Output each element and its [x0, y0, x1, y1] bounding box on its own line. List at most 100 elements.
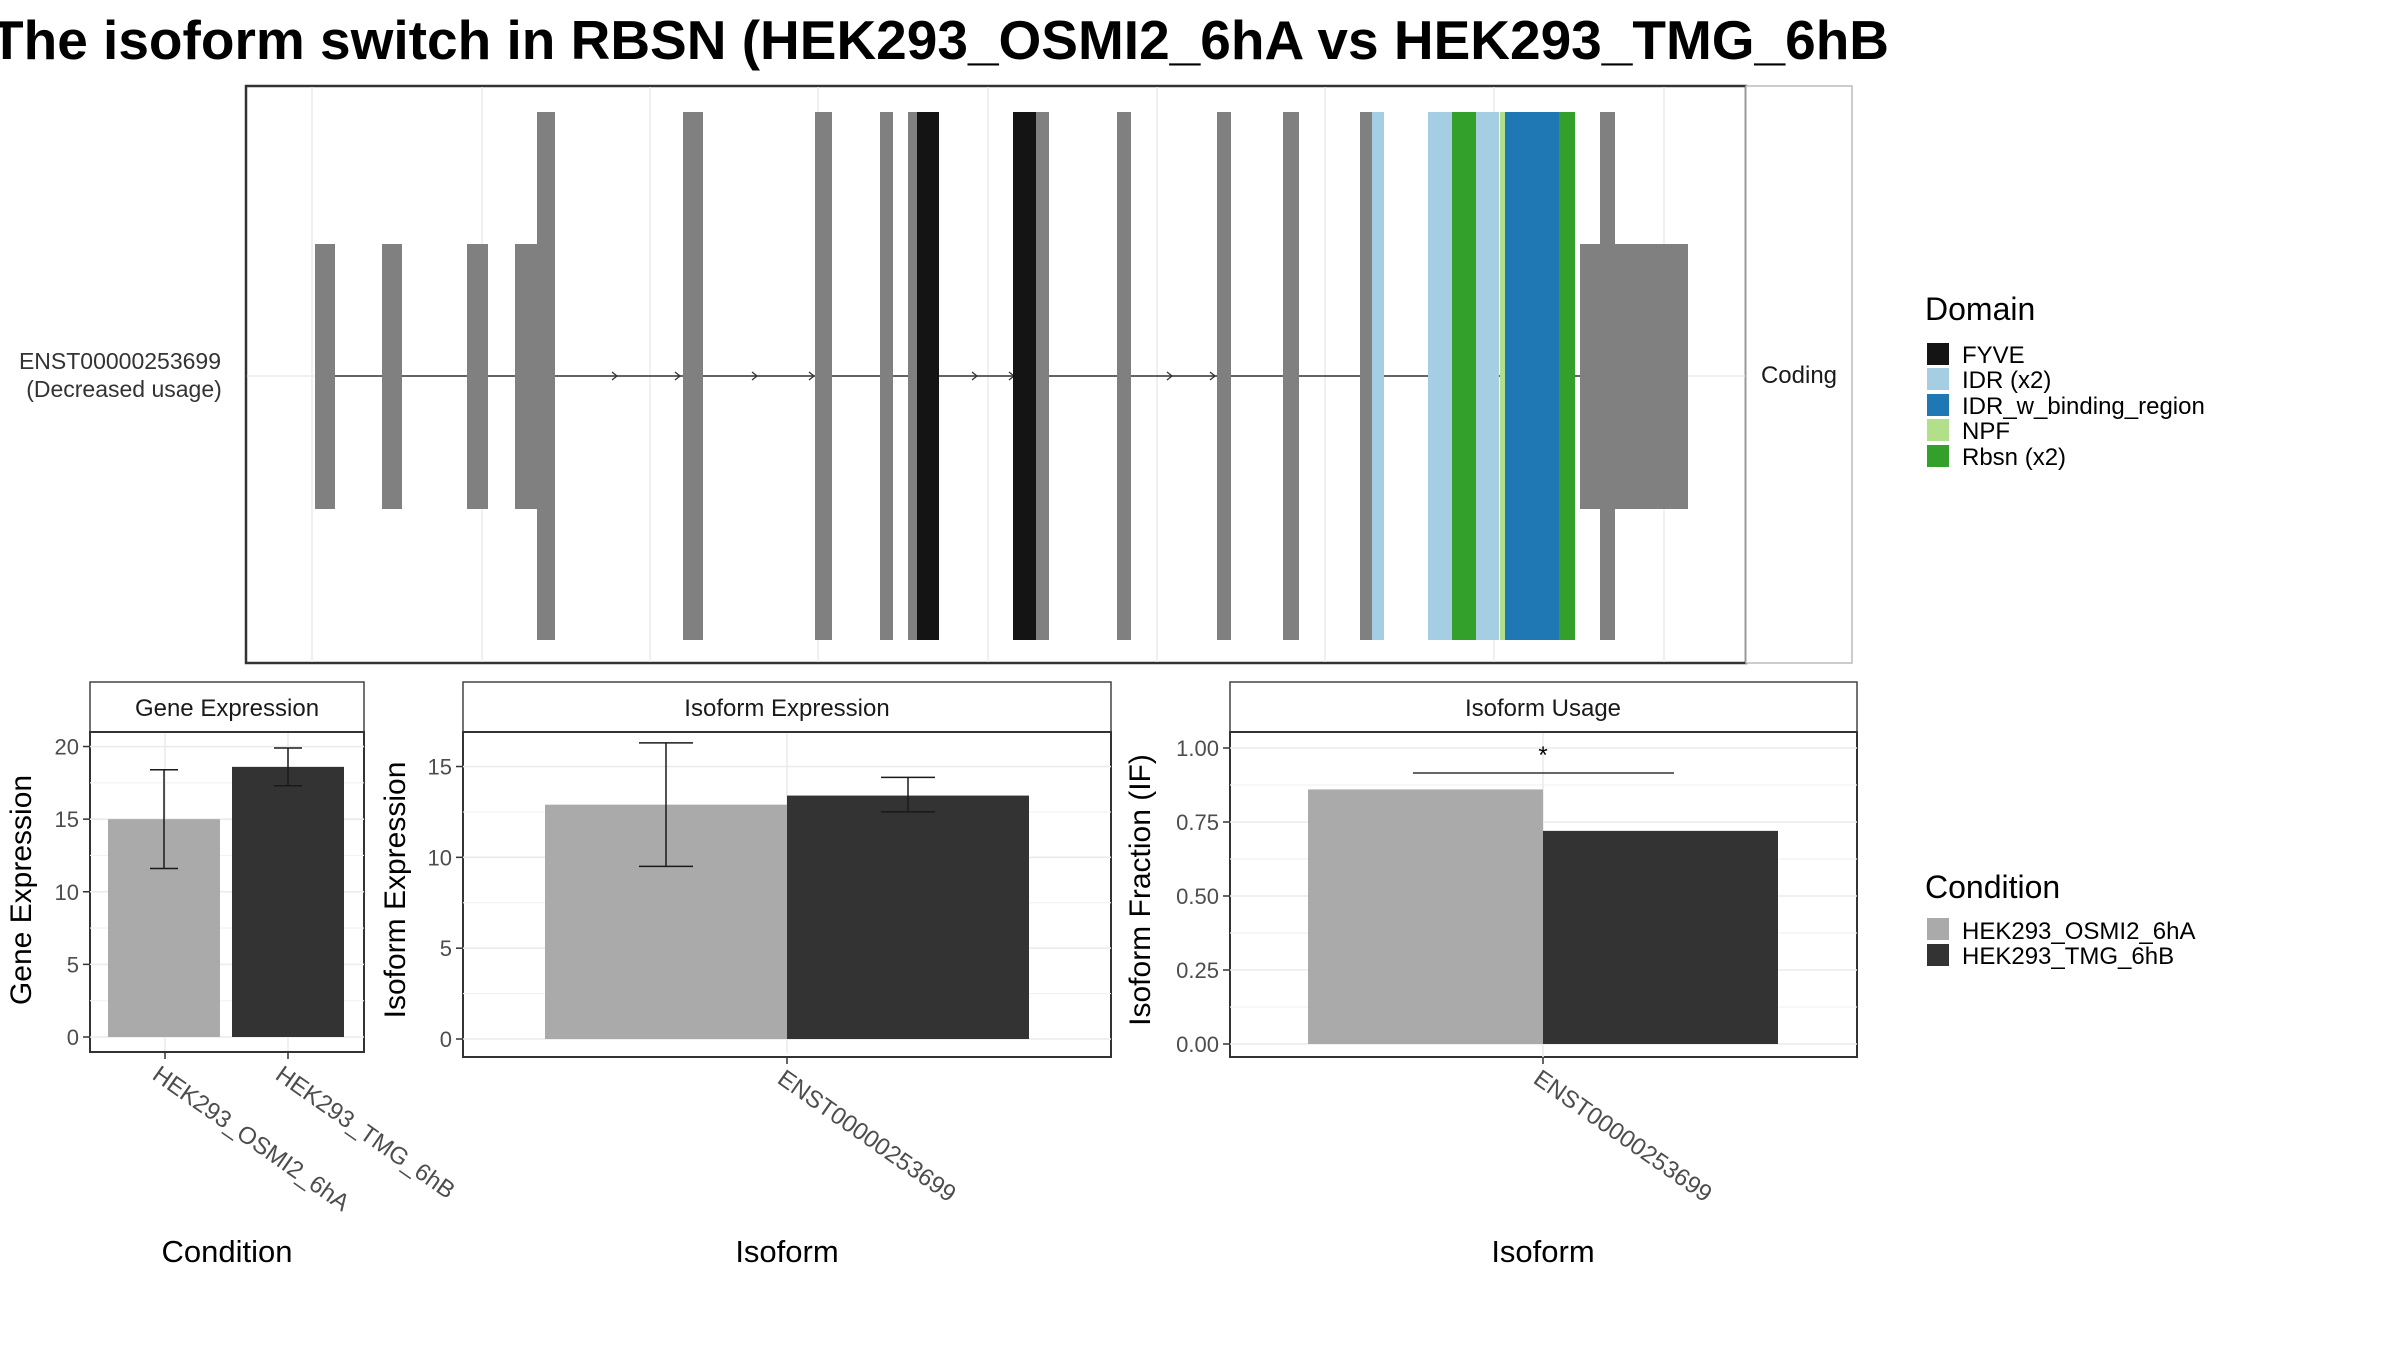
- y-tick-label: 10: [428, 845, 452, 870]
- intron-arrow: [1209, 371, 1217, 381]
- legend-key-fyve: [1927, 343, 1949, 365]
- x-tick-label: HEK293_OSMI2_6hA: [148, 1061, 355, 1217]
- coding-exon: [1036, 112, 1049, 640]
- x-tick-label: ENST00000253699: [773, 1065, 961, 1208]
- gene-expression-strip: [89, 681, 365, 733]
- y-tick-label: 5: [440, 936, 452, 961]
- condition-legend-title: Condition: [1925, 869, 2060, 905]
- isoform-expression-panel: Isoform Expression 0 5 10 15 ENST0000025369…: [379, 681, 1112, 1269]
- isoform-sublabel: (Decreased usage): [26, 376, 222, 402]
- y-tick-label: 0: [67, 1025, 79, 1050]
- condition-key-a: [1927, 918, 1949, 940]
- y-tick-label: 0: [440, 1027, 452, 1052]
- isoform-usage-strip: [1229, 681, 1858, 733]
- legend-label-idr-w-binding-region: IDR_w_binding_region: [1962, 393, 2205, 420]
- chart-title: The isoform switch in RBSN (HEK293_OSMI2…: [0, 9, 1890, 71]
- domain-idr: [1372, 112, 1384, 640]
- y-tick-label: 10: [55, 880, 79, 905]
- y-tick-label: 15: [55, 807, 79, 832]
- gene-expression-x-label: Condition: [162, 1234, 293, 1269]
- intron-arrow: [751, 371, 759, 381]
- coding-exon: [880, 112, 893, 640]
- coding-exon: [1217, 112, 1231, 640]
- y-tick-label: 20: [55, 735, 79, 760]
- utr-exon: [382, 244, 402, 509]
- utr-exon: [467, 244, 488, 509]
- intron-arrow: [808, 371, 816, 381]
- coding-strip: [1745, 85, 1853, 664]
- coding-exon: [1283, 112, 1299, 640]
- condition-key-b: [1927, 944, 1949, 966]
- utr-exon: [515, 244, 537, 509]
- bar-hek293-tmg-6hb: [232, 766, 344, 1037]
- coding-exon: [537, 112, 555, 640]
- coding-exon: [815, 112, 832, 640]
- coding-strip-label: Coding: [1761, 362, 1837, 389]
- transcript-structure: [315, 112, 1688, 640]
- domain-idr: [1428, 112, 1452, 640]
- intron-arrow: [611, 371, 619, 381]
- gene-expression-y-label: Gene Expression: [5, 775, 38, 1005]
- intron-arrow: [674, 371, 682, 381]
- intron-arrow: [971, 371, 979, 381]
- transcript-panel: ENST00000253699 (Decreased usage) Coding: [19, 84, 1853, 665]
- domain-rbsn: [1559, 112, 1575, 640]
- isoform-expression-y-ticks: 0 5 10 15: [428, 755, 463, 1052]
- domain-legend: Domain FYVE IDR (x2) IDR_w_binding_regio…: [1925, 291, 2205, 471]
- coding-exon: [1117, 112, 1131, 640]
- isoform-usage-bars: [1308, 772, 1778, 1044]
- legend-label-rbsn: Rbsn (x2): [1962, 444, 2066, 471]
- utr-exon: [315, 244, 335, 509]
- gene-expression-strip-label: Gene Expression: [135, 695, 319, 722]
- legend-key-npf: [1927, 419, 1949, 441]
- isoform-expression-x-label: Isoform: [735, 1234, 838, 1269]
- domain-rbsn: [1452, 112, 1476, 640]
- isoform-expression-x-ticks: ENST00000253699: [773, 1057, 961, 1208]
- coding-exon: [1600, 112, 1615, 640]
- y-tick-label: 5: [67, 952, 79, 977]
- significance-marker: *: [1538, 742, 1547, 769]
- coding-exon: [1360, 112, 1372, 640]
- legend-label-idr: IDR (x2): [1962, 367, 2051, 394]
- domain-idr: [1476, 112, 1499, 640]
- coding-exon: [683, 112, 703, 640]
- gene-expression-y-ticks: 0 5 10 15 20: [55, 735, 90, 1050]
- condition-label-b: HEK293_TMG_6hB: [1962, 943, 2174, 970]
- legend-key-rbsn: [1927, 445, 1949, 467]
- isoform-label: ENST00000253699: [19, 348, 221, 374]
- domain-npf: [1500, 112, 1505, 640]
- y-tick-label: 0.00: [1176, 1032, 1219, 1057]
- gene-expression-bars: [108, 747, 344, 1037]
- bar-hek293-tmg-6hb: [1543, 830, 1778, 1044]
- legend-label-fyve: FYVE: [1962, 342, 2025, 369]
- domain-fyve: [1013, 112, 1036, 640]
- isoform-usage-panel: Isoform Usage 0.00 0.25 0.50 0.75 1.00 ENST0…: [1124, 681, 1858, 1269]
- utr-exon: [1580, 244, 1688, 509]
- legend-key-idr-w-binding-region: [1927, 394, 1949, 416]
- y-tick-label: 0.50: [1176, 884, 1219, 909]
- isoform-usage-x-ticks: ENST00000253699: [1529, 1057, 1717, 1208]
- isoform-expression-y-label: Isoform Expression: [379, 762, 412, 1019]
- condition-label-a: HEK293_OSMI2_6hA: [1962, 918, 2195, 945]
- isoform-usage-x-label: Isoform: [1491, 1234, 1594, 1269]
- legend-key-idr: [1927, 368, 1949, 390]
- y-tick-label: 0.75: [1176, 810, 1219, 835]
- domain-legend-title: Domain: [1925, 291, 2035, 327]
- domain-fyve: [917, 112, 939, 640]
- bar-hek293-osmi2-6ha: [1308, 789, 1543, 1044]
- legend-label-npf: NPF: [1962, 418, 2010, 445]
- isoform-expression-strip-label: Isoform Expression: [684, 695, 889, 722]
- isoform-usage-y-ticks: 0.00 0.25 0.50 0.75 1.00: [1176, 736, 1230, 1057]
- y-tick-label: 1.00: [1176, 736, 1219, 761]
- y-tick-label: 15: [428, 755, 452, 780]
- y-tick-label: 0.25: [1176, 958, 1219, 983]
- domain-idr-w-binding-region: [1505, 112, 1559, 640]
- condition-legend: Condition HEK293_OSMI2_6hA HEK293_TMG_6h…: [1925, 869, 2195, 970]
- isoform-usage-y-label: Isoform Fraction (IF): [1124, 754, 1157, 1026]
- intron-arrow: [1166, 371, 1174, 381]
- bar-hek293-tmg-6hb: [787, 795, 1029, 1039]
- x-tick-label: ENST00000253699: [1529, 1065, 1717, 1208]
- coding-exon: [908, 112, 918, 640]
- isoform-expression-bars: [545, 742, 1029, 1039]
